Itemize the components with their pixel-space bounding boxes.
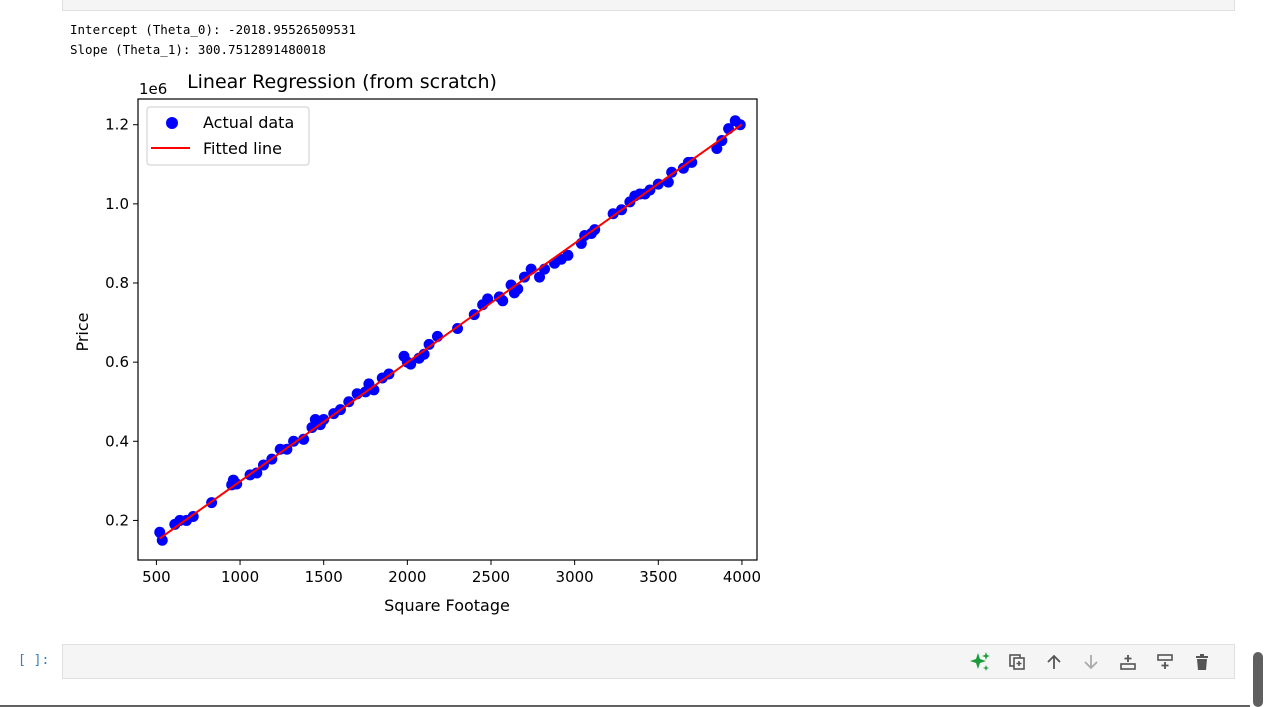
y-tick-label: 0.2 bbox=[105, 511, 129, 529]
x-tick-label: 3000 bbox=[556, 568, 594, 586]
scatter-points bbox=[154, 115, 746, 546]
arrow-down-icon bbox=[1083, 655, 1098, 670]
empty-code-cell[interactable] bbox=[62, 644, 1235, 679]
y-tick-label: 1.0 bbox=[105, 195, 129, 213]
y-tick-label: 0.8 bbox=[105, 274, 129, 292]
bottom-divider bbox=[0, 705, 1250, 707]
insert-cell-above-button[interactable] bbox=[1109, 651, 1146, 673]
x-axis-label: Square Footage bbox=[384, 596, 510, 615]
chart-title: Linear Regression (from scratch) bbox=[187, 71, 497, 93]
y-axis-label: Price bbox=[73, 312, 92, 351]
data-point bbox=[686, 156, 698, 168]
y-tick-label: 1.2 bbox=[105, 116, 129, 134]
x-tick-label: 1000 bbox=[221, 568, 259, 586]
duplicate-cell-button[interactable] bbox=[998, 651, 1035, 673]
plot-frame bbox=[137, 98, 758, 561]
cell-prompt: [ ]: bbox=[18, 653, 50, 668]
y-tick-label: 0.4 bbox=[105, 432, 129, 450]
generate-code-button[interactable] bbox=[961, 651, 998, 673]
data-point bbox=[343, 396, 355, 408]
cell-toolbar bbox=[961, 651, 1220, 673]
trash-icon bbox=[1195, 654, 1208, 670]
data-point bbox=[482, 293, 494, 305]
data-point bbox=[497, 295, 509, 307]
regression-chart: Linear Regression (from scratch) 1e6 500… bbox=[73, 71, 761, 615]
legend-box bbox=[146, 106, 310, 166]
data-point bbox=[423, 338, 435, 350]
insert-cell-below-button[interactable] bbox=[1146, 651, 1183, 673]
duplicate-icon bbox=[1008, 654, 1025, 670]
insert-above-icon bbox=[1119, 655, 1136, 670]
x-tick-label: 2500 bbox=[472, 568, 510, 586]
arrow-up-icon bbox=[1046, 654, 1061, 669]
x-tick-label: 500 bbox=[142, 568, 171, 586]
data-point bbox=[607, 208, 619, 220]
cell-output-text: Intercept (Theta_0): -2018.95526509531 Sl… bbox=[70, 20, 356, 60]
previous-code-cell[interactable] bbox=[62, 0, 1235, 11]
data-point bbox=[666, 166, 678, 178]
data-point bbox=[298, 433, 310, 445]
y-offset-label: 1e6 bbox=[139, 80, 167, 98]
legend-label-actual: Actual data bbox=[203, 113, 294, 132]
legend-label-fitted: Fitted line bbox=[203, 139, 282, 158]
x-tick-label: 4000 bbox=[723, 568, 761, 586]
x-tick-label: 2000 bbox=[388, 568, 426, 586]
legend-marker-actual bbox=[166, 117, 178, 129]
sparkle-icon bbox=[969, 652, 990, 671]
data-point bbox=[711, 142, 723, 154]
plot-axes: 500 1000 1500 2000 2500 3000 3500 4000 0.2 0.4 0.6… bbox=[105, 116, 761, 586]
intercept-output-line: Intercept (Theta_0): -2018.95526509531 bbox=[70, 22, 356, 37]
fitted-line bbox=[159, 123, 743, 540]
fitted-line-group bbox=[159, 123, 743, 540]
delete-cell-button[interactable] bbox=[1183, 651, 1220, 673]
x-tick-label: 1500 bbox=[305, 568, 343, 586]
x-tick-label: 3500 bbox=[639, 568, 677, 586]
y-tick-label: 0.6 bbox=[105, 353, 129, 371]
data-point bbox=[318, 414, 330, 426]
chart-legend: Actual data Fitted line bbox=[146, 106, 310, 166]
data-point bbox=[512, 283, 524, 295]
vertical-scrollbar[interactable] bbox=[1253, 652, 1263, 707]
data-point bbox=[562, 249, 574, 261]
slope-output-line: Slope (Theta_1): 300.7512891480018 bbox=[70, 42, 326, 57]
move-down-button[interactable] bbox=[1072, 651, 1109, 673]
data-point bbox=[534, 271, 546, 283]
data-point bbox=[525, 263, 537, 275]
insert-below-icon bbox=[1156, 654, 1173, 669]
move-up-button[interactable] bbox=[1035, 651, 1072, 673]
